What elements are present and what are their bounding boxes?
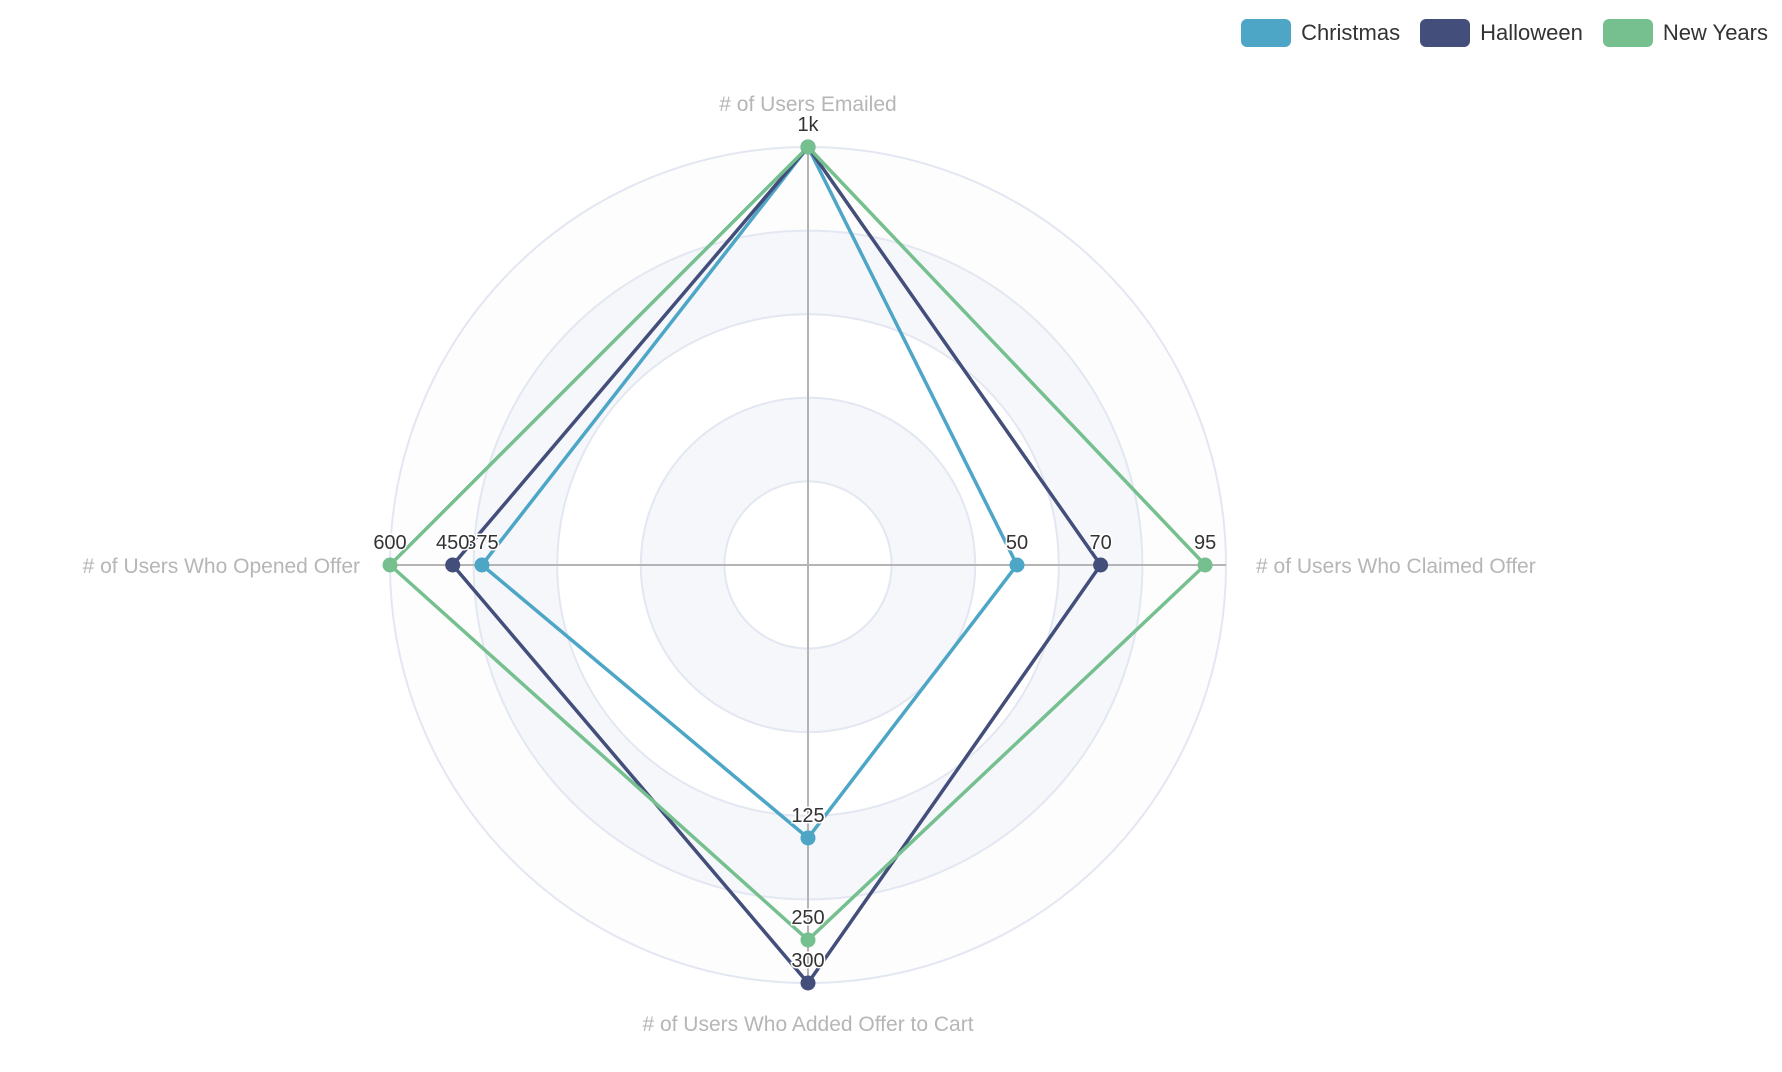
- value-label: 1k: [797, 114, 819, 136]
- data-point[interactable]: [1009, 557, 1025, 573]
- indicator-label: # of Users Who Opened Offer: [83, 555, 360, 578]
- value-label: 375: [465, 532, 498, 554]
- radar-series: [382, 139, 1213, 991]
- data-point[interactable]: [800, 975, 816, 991]
- value-label: 50: [1006, 532, 1028, 554]
- legend-swatch-halloween: [1420, 19, 1471, 47]
- indicator-label: # of Users Emailed: [719, 93, 896, 116]
- value-label: 450: [436, 532, 469, 554]
- legend-swatch-christmas: [1241, 19, 1292, 47]
- data-point[interactable]: [474, 557, 490, 573]
- value-label: 1k: [797, 114, 819, 136]
- value-label: 1k: [797, 114, 819, 136]
- value-label: 250: [791, 907, 824, 929]
- legend: Christmas Halloween New Years: [1241, 19, 1768, 47]
- data-point[interactable]: [800, 139, 816, 155]
- value-label: 95: [1194, 532, 1216, 554]
- data-point[interactable]: [800, 932, 816, 948]
- value-label: 70: [1089, 532, 1111, 554]
- legend-swatch-new-years: [1602, 19, 1653, 47]
- data-point[interactable]: [382, 557, 398, 573]
- radar-labels: # of Users Emailed # of Users Who Claimed…: [83, 93, 1536, 1036]
- value-label: 600: [373, 532, 406, 554]
- value-label: 300: [791, 950, 824, 972]
- legend-item-christmas[interactable]: Christmas: [1241, 19, 1400, 47]
- legend-label: Halloween: [1480, 20, 1583, 45]
- indicator-label: # of Users Who Claimed Offer: [1256, 555, 1536, 578]
- data-point[interactable]: [1197, 557, 1213, 573]
- indicator-label: # of Users Who Added Offer to Cart: [642, 1013, 973, 1036]
- legend-item-halloween[interactable]: Halloween: [1420, 19, 1583, 47]
- value-label: 125: [791, 805, 824, 827]
- data-point[interactable]: [800, 830, 816, 846]
- data-point[interactable]: [1093, 557, 1109, 573]
- legend-label: Christmas: [1301, 20, 1401, 45]
- data-point[interactable]: [445, 557, 461, 573]
- legend-item-new-years[interactable]: New Years: [1602, 19, 1768, 47]
- legend-label: New Years: [1662, 20, 1768, 45]
